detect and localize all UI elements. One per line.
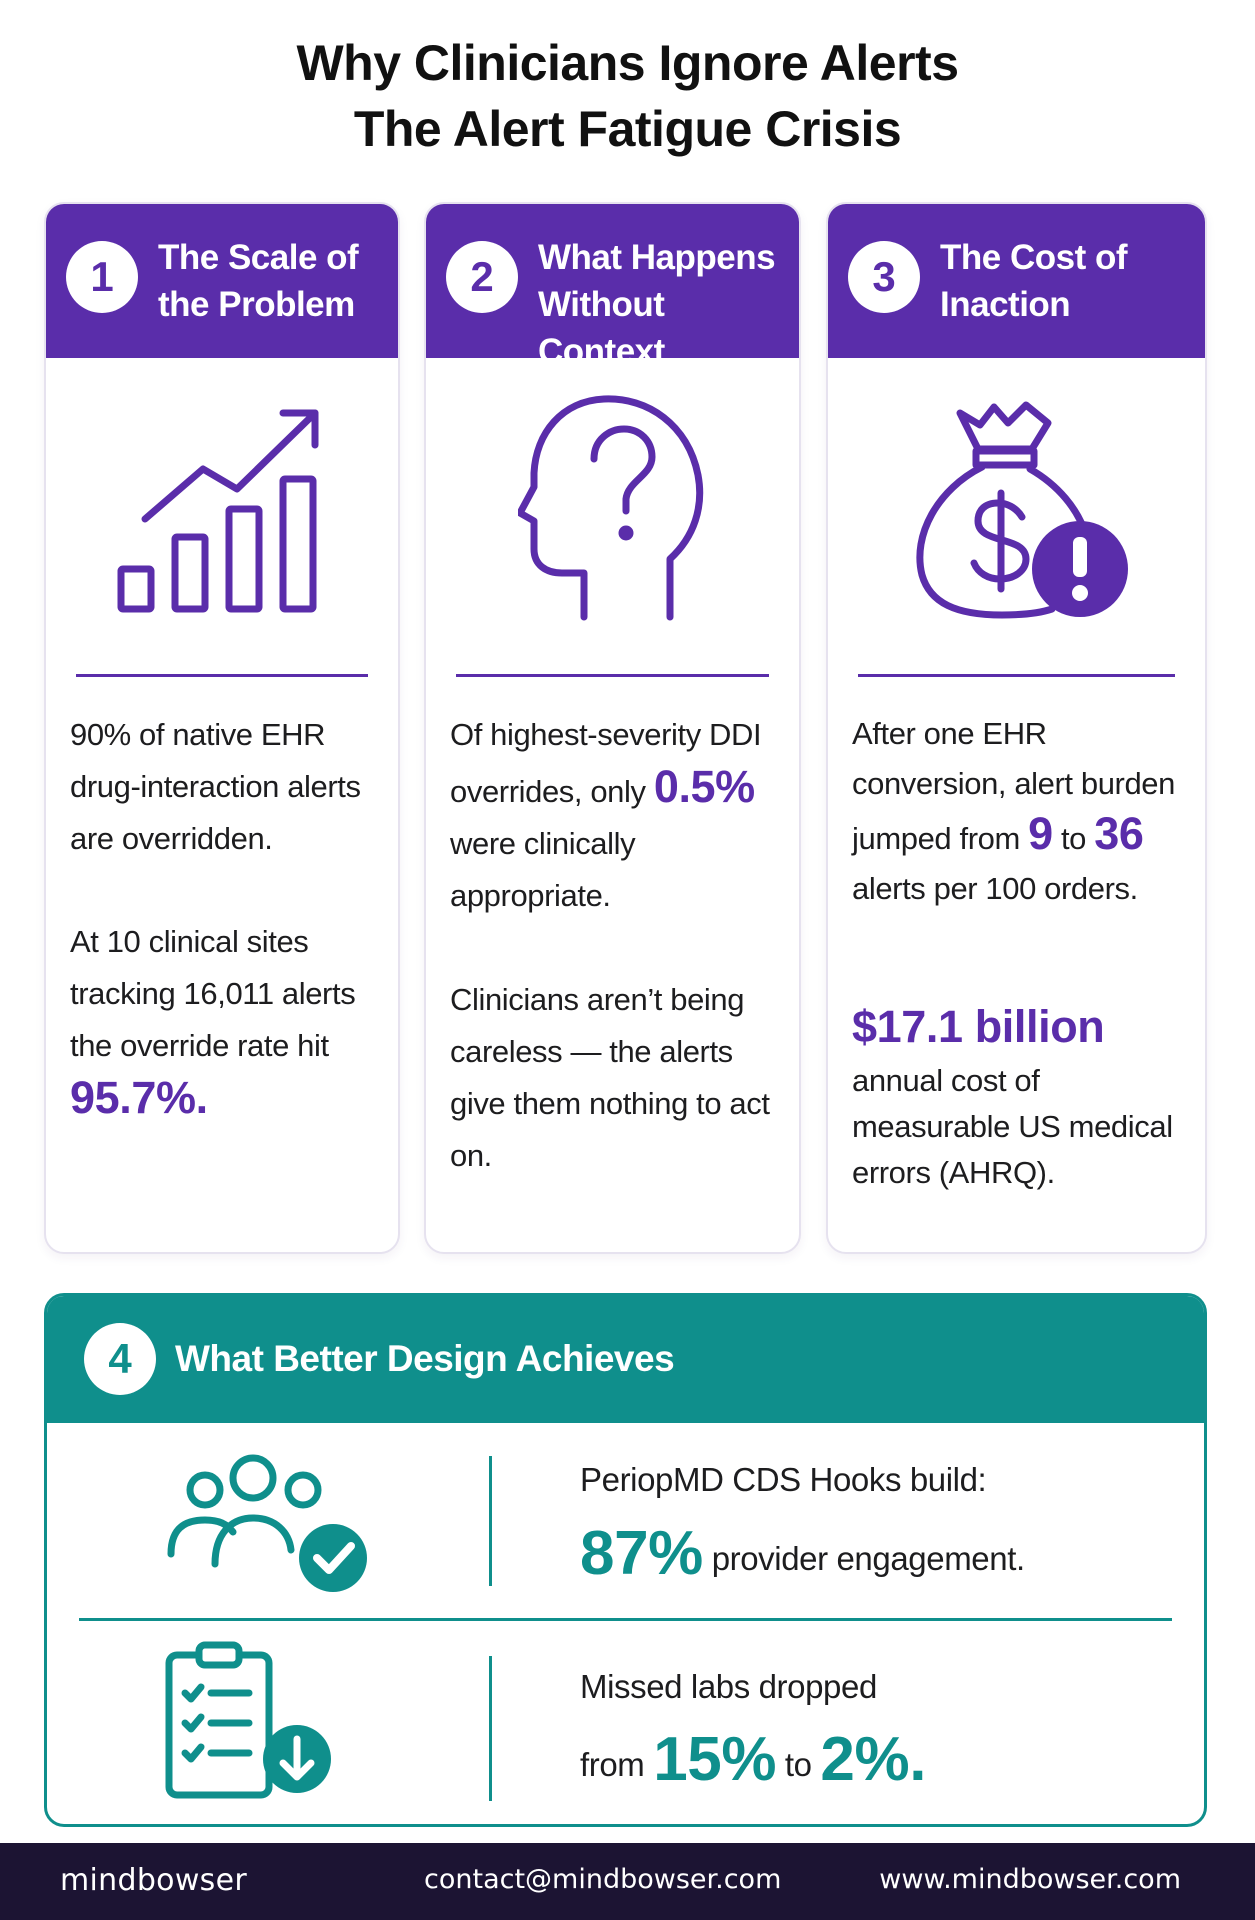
section-header: 4 What Better Design Achieves xyxy=(47,1296,1204,1423)
card-divider xyxy=(456,674,769,677)
card-title: The Cost of Inaction xyxy=(940,234,1195,328)
users-check-icon xyxy=(167,1454,367,1592)
periopmd-text: PeriopMD CDS Hooks build: xyxy=(580,1461,987,1498)
engagement-line: 87% provider engagement. xyxy=(580,1518,1025,1589)
missed-labs-from-stat: 15% xyxy=(653,1725,777,1794)
card-title-line-2: Without Context xyxy=(538,285,665,371)
card-title-line-1: What Happens xyxy=(538,238,776,277)
card-scale-of-problem: 1 The Scale of the Problem 90% of native… xyxy=(44,202,400,1254)
to-word: to xyxy=(784,1746,812,1783)
card-divider xyxy=(858,674,1175,677)
card-header: 3 The Cost of Inaction xyxy=(828,204,1205,358)
head-question-icon xyxy=(517,395,703,621)
override-rate-text: At 10 clinical sites tracking 16,011 ale… xyxy=(70,924,356,1063)
card-number-badge: 3 xyxy=(848,241,920,313)
card-divider xyxy=(76,674,368,677)
money-bag-alert-icon xyxy=(915,401,1128,619)
alert-burden-from-stat: 9 xyxy=(1028,808,1053,859)
contact-email-link[interactable]: contact@mindbowser.com xyxy=(424,1864,782,1895)
website-link[interactable]: www.mindbowser.com xyxy=(879,1864,1181,1895)
card-title: What Happens Without Context xyxy=(538,234,789,375)
title-line-2: The Alert Fatigue Crisis xyxy=(353,101,902,157)
cost-description: annual cost of measurable US medical err… xyxy=(852,1063,1173,1190)
severity-text: Of highest-severity DDI overrides, only xyxy=(450,717,762,809)
footer-bar: mindbowser contact@mindbowser.com www.mi… xyxy=(0,1843,1255,1920)
cost-stat: $17.1 billion xyxy=(852,1001,1105,1052)
appropriate-rate-stat: 0.5% xyxy=(653,761,755,812)
bar-chart-trend-up-icon xyxy=(117,409,319,613)
row-divider xyxy=(489,1656,492,1801)
engagement-text: provider engagement. xyxy=(711,1540,1025,1577)
clipboard-checklist-down-icon xyxy=(165,1641,331,1799)
card-title-line-1: The Cost of xyxy=(940,238,1127,277)
section-number-badge: 4 xyxy=(84,1323,156,1395)
missed-labs-to-stat: 2% xyxy=(820,1725,910,1794)
cards-row: 1 The Scale of the Problem 90% of native… xyxy=(44,202,1207,1254)
card-without-context: 2 What Happens Without Context Of highes… xyxy=(424,202,801,1254)
card-number-badge: 1 xyxy=(66,241,138,313)
period: . xyxy=(909,1725,927,1794)
card-paragraph-1: Of highest-severity DDI overrides, only … xyxy=(450,709,785,922)
section-divider xyxy=(79,1618,1172,1621)
card-number-badge: 2 xyxy=(446,241,518,313)
brand-logo: mindbowser xyxy=(60,1863,247,1898)
missed-labs-text: Missed labs dropped xyxy=(580,1668,877,1705)
title-line-1: Why Clinicians Ignore Alerts xyxy=(296,35,959,91)
card-header: 2 What Happens Without Context xyxy=(426,204,799,371)
engagement-stat: 87% xyxy=(580,1519,703,1588)
missed-labs-line: from 15% to 2%. xyxy=(580,1724,926,1795)
alert-burden-to-stat: 36 xyxy=(1094,808,1144,859)
row-divider xyxy=(489,1456,492,1586)
page-title: Why Clinicians Ignore Alerts The Alert F… xyxy=(0,30,1255,162)
card-paragraph-2: At 10 clinical sites tracking 16,011 ale… xyxy=(70,916,384,1124)
card-paragraph-1: After one EHR conversion, alert burden j… xyxy=(852,709,1191,914)
section-better-design: 4 What Better Design Achieves PeriopMD C… xyxy=(44,1293,1207,1827)
card-title-line-2: Inaction xyxy=(940,285,1071,324)
card-paragraph-1: 90% of native EHR drug-interaction alert… xyxy=(70,717,361,856)
card-paragraph-2: $17.1 billion annual cost of measurable … xyxy=(852,1004,1191,1196)
card-title-line-2: the Problem xyxy=(158,285,355,324)
to-word: to xyxy=(1060,821,1087,856)
appropriate-text: were clinically appropriate. xyxy=(450,826,636,913)
from-word: from xyxy=(580,1746,645,1783)
override-rate-stat: 95.7%. xyxy=(70,1072,208,1123)
card-cost-of-inaction: 3 The Cost of Inaction After one EHR con… xyxy=(826,202,1207,1254)
card-title: The Scale of the Problem xyxy=(158,234,388,328)
card-title-line-1: The Scale of xyxy=(158,238,359,277)
conversion-text: After one EHR conversion, alert burden j… xyxy=(852,716,1175,856)
card-header: 1 The Scale of the Problem xyxy=(46,204,398,358)
alerts-per-orders-text: alerts per 100 orders. xyxy=(852,871,1138,906)
card-paragraph-2: Clinicians aren’t being careless — the a… xyxy=(450,982,770,1173)
section-title: What Better Design Achieves xyxy=(175,1338,675,1379)
